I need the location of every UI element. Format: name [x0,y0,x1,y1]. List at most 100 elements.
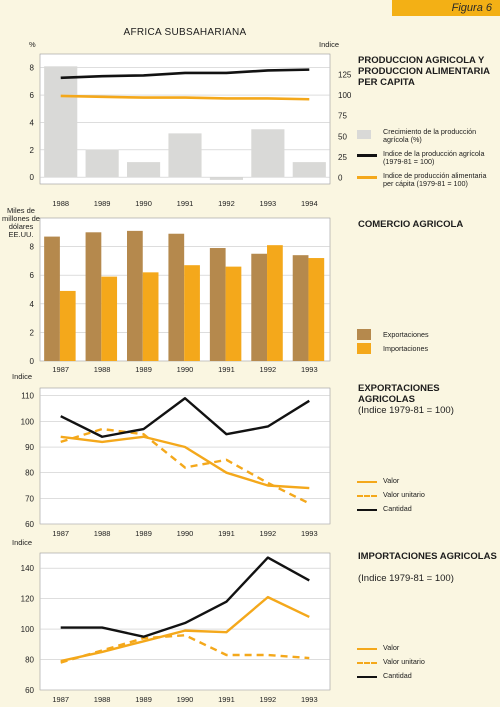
legend-label: Exportaciones [383,330,429,339]
figure-label: Figura 6 [392,0,500,16]
x-tick-label: 1992 [260,529,277,538]
y2-tick-label: 25 [338,153,347,162]
exports-bar [209,248,226,361]
exports-subtitle: (Indice 1979-81 = 100) [358,405,454,416]
y-tick-label: 60 [25,520,34,529]
y-tick-label: 2 [30,146,35,155]
orange-bar-swatch [357,343,371,354]
y-tick-label: 100 [21,417,35,426]
x-tick-label: 1990 [177,529,194,538]
y-tick-label: 90 [25,443,34,452]
exports-bar [44,236,60,361]
growth-bar [168,133,202,178]
legend-item-quantity: Cantidad [357,672,497,680]
legend-item-value: Valor [357,644,497,652]
growth-bar [85,149,119,178]
legend-label: Importaciones [383,344,429,353]
x-tick-label: 1990 [177,365,194,374]
black-line-swatch [357,154,377,157]
x-tick-label: 1993 [260,199,277,208]
production-legend: Crecimiento de la producción agrícola (%… [357,128,497,194]
x-tick-label: 1987 [52,529,69,538]
x-tick-label: 1989 [135,529,152,538]
exports-bar [251,253,268,361]
imports-bar [142,272,159,361]
legend-label: Cantidad [383,671,412,680]
legend-label: Valor unitario [383,490,425,499]
legend-label: Valor [383,476,400,485]
legend-label: Cantidad [383,504,412,513]
imports-bar [308,258,325,361]
x-tick-label: 1992 [218,199,235,208]
y2-tick-label: 75 [338,112,347,121]
growth-bar [127,162,161,178]
x-tick-label: 1991 [177,199,194,208]
y-tick-label: 8 [30,243,35,252]
y-tick-label: 6 [30,271,35,280]
legend-label: Indice de la producción agrícola (1979-8… [383,149,485,166]
x-tick-label: 1988 [94,529,111,538]
exports-ylabel: Indice [12,372,33,381]
unit-value-line [60,427,310,505]
imports-title: IMPORTACIONES AGRICOLAS [358,551,497,562]
y-tick-label: 0 [30,173,35,182]
quantity-line [60,556,310,638]
x-tick-label: 1987 [52,695,69,704]
x-tick-label: 1991 [218,695,235,704]
value-line [60,435,310,490]
trade-chart: 0 2 4 6 8 1987 1988 1989 1990 1991 1992 1993 [30,217,331,374]
y2-tick-label: 50 [338,132,347,141]
legend-item-imports: Importaciones [357,343,497,354]
legend-item-production-index: Indice de la producción agrícola (1979-8… [357,150,497,166]
production-index-line [60,68,310,80]
growth-bar [292,162,326,178]
y-tick-label: 4 [30,300,35,309]
y2-tick-label: 100 [338,91,352,100]
orange-dashed-line-swatch [357,662,377,664]
left-unit-label: % [29,40,36,49]
imports-bar [267,245,283,361]
plot-area [39,552,331,691]
imports-bar [184,265,200,361]
x-tick-label: 1988 [94,695,111,704]
exports-bar [127,230,143,361]
x-tick-label: 1989 [135,695,152,704]
gray-bar-swatch [357,130,371,139]
imports-ylabel: Indice [12,538,33,547]
right-unit-label: Indice [319,40,340,49]
imports-bar [101,276,118,361]
y-tick-label: 120 [21,595,35,604]
growth-bar [209,177,243,180]
legend-label: Valor [383,643,400,652]
y2-tick-label: 125 [338,71,352,80]
x-tick-label: 1993 [301,529,318,538]
legend-item-food-index: Indice de producción alimentaria per cáp… [357,172,497,188]
y-tick-label: 140 [21,564,35,573]
orange-line-swatch [357,481,377,483]
orange-dashed-line-swatch [357,495,377,497]
x-tick-label: 1994 [301,199,318,208]
legend-item-exports: Exportaciones [357,329,497,340]
y-tick-label: 0 [30,357,35,366]
legend-label: Indice de producción alimentaria per cáp… [383,171,487,188]
x-tick-label: 1990 [177,695,194,704]
growth-bar [251,129,285,178]
y-tick-label: 2 [30,328,35,337]
x-tick-label: 1990 [135,199,152,208]
x-tick-label: 1987 [52,365,69,374]
black-line-swatch [357,676,377,678]
trade-title: COMERCIO AGRICOLA [358,219,464,230]
x-tick-label: 1988 [52,199,69,208]
production-title: PRODUCCION AGRICOLA Y PRODUCCION ALIMENT… [358,55,490,88]
imports-legend: Valor Valor unitario Cantidad [357,644,497,686]
x-tick-label: 1989 [94,199,111,208]
trade-legend: Exportaciones Importaciones [357,329,497,357]
y-tick-label: 80 [25,656,34,665]
quantity-line [60,397,310,438]
orange-line-swatch [357,176,377,179]
legend-item-unit-value: Valor unitario [357,491,497,499]
black-line-swatch [357,509,377,511]
main-title: AFRICA SUBSAHARIANA [123,27,247,38]
x-tick-label: 1988 [94,365,111,374]
